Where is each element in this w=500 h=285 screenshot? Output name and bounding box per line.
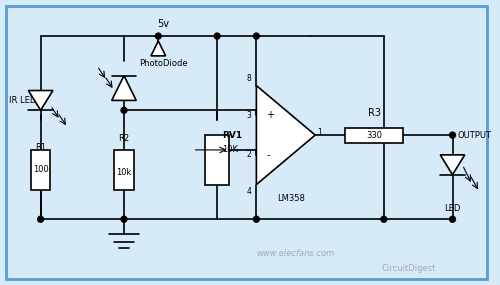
Polygon shape xyxy=(28,91,53,110)
FancyBboxPatch shape xyxy=(31,150,50,190)
Text: 1: 1 xyxy=(318,128,322,137)
Text: 100: 100 xyxy=(32,165,48,174)
Text: LED: LED xyxy=(444,204,460,213)
Circle shape xyxy=(254,216,260,222)
Text: R2: R2 xyxy=(118,133,130,142)
Circle shape xyxy=(121,107,127,113)
Text: +: + xyxy=(266,110,274,120)
Text: CircuitDigest: CircuitDigest xyxy=(381,264,436,273)
Circle shape xyxy=(38,216,44,222)
Text: 3: 3 xyxy=(246,111,252,120)
Circle shape xyxy=(254,33,260,39)
Text: www.elecfans.com: www.elecfans.com xyxy=(256,249,334,258)
Polygon shape xyxy=(256,86,315,185)
Circle shape xyxy=(121,216,127,222)
FancyBboxPatch shape xyxy=(205,135,230,185)
Circle shape xyxy=(214,33,220,39)
Text: OUTPUT: OUTPUT xyxy=(458,131,492,140)
Circle shape xyxy=(450,132,456,138)
Text: R1: R1 xyxy=(35,143,46,152)
Circle shape xyxy=(156,33,161,39)
Text: 2: 2 xyxy=(246,150,252,159)
Circle shape xyxy=(381,216,387,222)
Text: IR LED: IR LED xyxy=(8,96,36,105)
Text: 10k: 10k xyxy=(116,168,132,177)
Text: 5v: 5v xyxy=(157,19,169,29)
Polygon shape xyxy=(440,155,465,175)
Text: 10K: 10K xyxy=(222,145,238,154)
Text: R3: R3 xyxy=(368,108,380,118)
Text: RV1: RV1 xyxy=(222,131,242,140)
Text: 8: 8 xyxy=(246,74,252,83)
Circle shape xyxy=(450,216,456,222)
Polygon shape xyxy=(112,76,136,100)
Text: LM358: LM358 xyxy=(277,194,304,203)
FancyBboxPatch shape xyxy=(344,128,404,142)
Text: 4: 4 xyxy=(246,187,252,196)
Text: PhotoDiode: PhotoDiode xyxy=(138,59,188,68)
FancyBboxPatch shape xyxy=(6,6,487,279)
Polygon shape xyxy=(151,41,166,56)
FancyBboxPatch shape xyxy=(114,150,134,190)
Text: 330: 330 xyxy=(366,131,382,140)
Text: -: - xyxy=(266,150,270,160)
